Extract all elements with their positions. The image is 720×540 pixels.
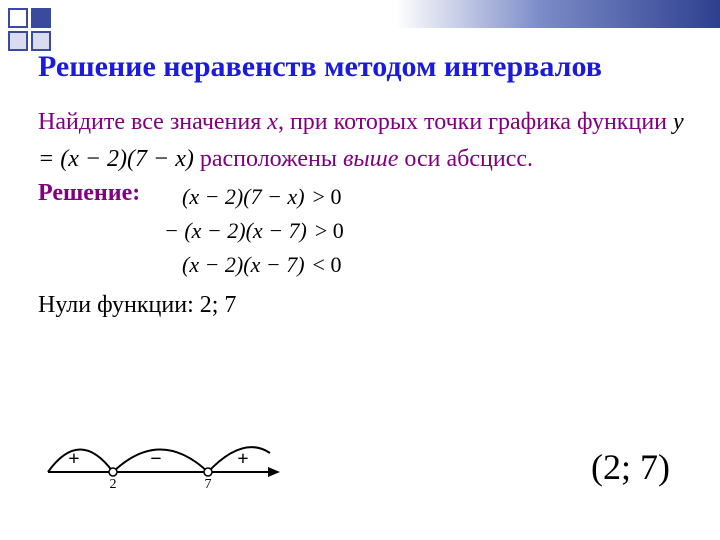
slide-content: Решение неравенств методом интервалов На… [38, 48, 690, 319]
decor-square-filled [31, 8, 51, 28]
problem-text: , при которых точки графика функции [278, 109, 673, 135]
decor-squares [8, 8, 64, 51]
equation-expr: − (x − 2)(x − 7) [164, 218, 307, 243]
answer-interval: (2; 7) [591, 446, 670, 488]
problem-variable: x [267, 109, 278, 135]
svg-text:+: + [68, 448, 79, 470]
decor-square [8, 31, 28, 51]
problem-text: оси абсцисс. [398, 146, 533, 172]
header-gradient-bar [0, 0, 720, 28]
svg-text:2: 2 [110, 477, 117, 492]
problem-statement: Найдите все значения x, при которых точк… [38, 104, 690, 178]
decor-square [8, 8, 28, 28]
equation-cmp: > 0 [305, 184, 342, 209]
problem-emphasis: выше [343, 146, 398, 172]
solution-block: Решение: (x − 2)(7 − x)> 0 − (x − 2)(x −… [38, 180, 690, 282]
equation-row: (x − 2)(7 − x)> 0 [182, 180, 344, 214]
svg-text:+: + [237, 448, 248, 470]
equation-row: (x − 2)(x − 7)< 0 [182, 248, 344, 282]
interval-diagram-svg: 2 7 + − + [38, 425, 283, 495]
equation-expr: (x − 2)(7 − x) [182, 184, 305, 209]
zeros-line: Нули функции: 2; 7 [38, 292, 690, 319]
svg-text:7: 7 [205, 477, 212, 492]
equation-expr: (x − 2)(x − 7) [182, 252, 305, 277]
slide-title: Решение неравенств методом интервалов [38, 48, 690, 86]
problem-text: расположены [200, 146, 343, 172]
equation-block: (x − 2)(7 − x)> 0 − (x − 2)(x − 7)> 0 (x… [182, 180, 344, 282]
equation-cmp: < 0 [305, 252, 342, 277]
equation-row: − (x − 2)(x − 7)> 0 [164, 214, 344, 248]
solution-label: Решение: [38, 180, 178, 207]
problem-text: Найдите все значения [38, 109, 267, 135]
svg-text:−: − [150, 448, 161, 470]
interval-diagram: 2 7 + − + [38, 425, 283, 500]
equation-cmp: > 0 [307, 218, 344, 243]
